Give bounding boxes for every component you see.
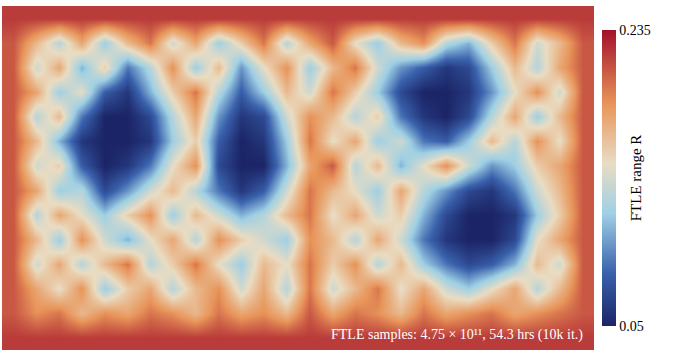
svg-text:0.05: 0.05 [619, 319, 644, 334]
svg-text:0.235: 0.235 [619, 23, 651, 38]
svg-text:FTLE samples: 4.75 × 10¹¹, 54.: FTLE samples: 4.75 × 10¹¹, 54.3 hrs (10k… [331, 327, 583, 343]
svg-text:FTLE range R: FTLE range R [628, 135, 644, 222]
